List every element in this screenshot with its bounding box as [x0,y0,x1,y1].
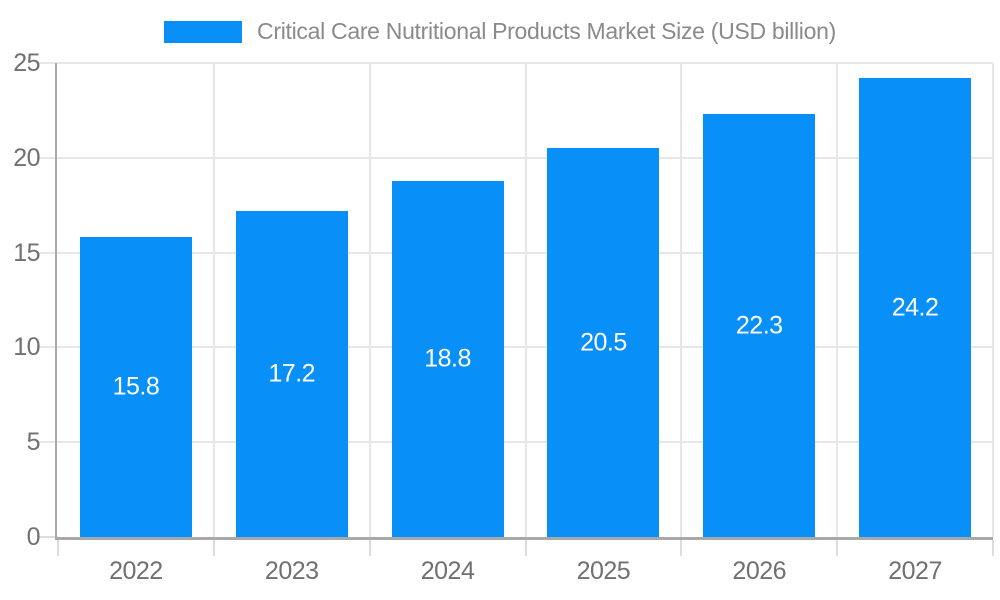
x-tick-label: 2026 [732,557,787,585]
gridline-horizontal [37,251,993,254]
x-tick-mark [992,540,994,556]
x-tick-mark [524,540,527,556]
bar-value-label: 22.3 [735,311,783,340]
x-tick-mark [836,540,839,556]
bar-value-label: 15.8 [112,372,160,401]
gridline-horizontal [37,346,993,349]
gridline-vertical [368,63,371,537]
gridline-vertical [836,63,839,537]
y-tick-label: 5 [26,428,41,457]
gridline-vertical [680,63,683,537]
legend-item[interactable]: Critical Care Nutritional Products Marke… [164,18,836,45]
x-tick-label: 2027 [888,557,942,585]
legend: Critical Care Nutritional Products Marke… [0,18,1000,45]
bar-2024[interactable]: 18.8 [391,180,504,537]
x-tick-label: 2024 [420,557,475,585]
x-tick-mark [212,540,215,556]
bar-value-label: 24.2 [891,293,939,322]
gridline-vertical [524,63,527,537]
bar-value-label: 20.5 [580,328,627,357]
bar-value-label: 17.2 [268,359,316,388]
y-tick-label: 0 [26,523,41,551]
legend-swatch-icon [164,20,243,43]
bar-2026[interactable]: 22.3 [703,114,816,537]
x-tick-mark [57,540,59,556]
y-tick-label: 20 [13,143,40,172]
gridline-horizontal [37,156,993,159]
legend-label: Critical Care Nutritional Products Marke… [257,18,836,44]
x-tick-mark [680,540,683,556]
bar-2027[interactable]: 24.2 [859,78,972,537]
gridline-horizontal [37,62,993,64]
y-tick-mark [37,536,58,538]
x-tick-mark [368,540,371,556]
bar-2023[interactable]: 17.2 [235,210,348,537]
bar-2022[interactable]: 15.8 [79,237,192,537]
x-tick-label: 2022 [109,557,163,585]
y-tick-label: 25 [13,49,40,77]
x-tick-label: 2025 [576,557,631,585]
gridline-vertical [992,63,994,537]
x-tick-label: 2023 [264,557,319,585]
gridline-horizontal [37,441,993,444]
plot-area [55,63,993,540]
bar-2025[interactable]: 20.5 [547,148,660,537]
bar-value-label: 18.8 [424,344,471,373]
y-tick-label: 15 [13,238,40,267]
y-tick-label: 10 [13,333,40,362]
gridline-vertical [212,63,215,537]
